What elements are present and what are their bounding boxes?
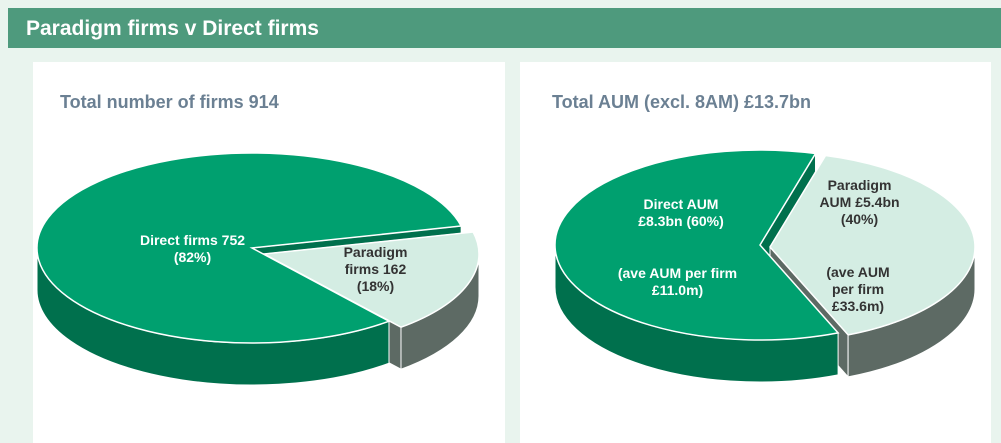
pie-slice	[261, 231, 480, 329]
chart-title: Total AUM (excl. 8AM) £13.7bn	[552, 92, 812, 112]
slice-label: Direct AUM £8.3bn (60%)	[638, 196, 724, 229]
slice-label: (ave AUM per firm £33.6m)	[826, 264, 890, 314]
pie-slice	[554, 149, 840, 341]
slice-label: Direct firms 752 (82%)	[139, 232, 246, 265]
chart-title: Total number of firms 914	[60, 92, 279, 112]
header-title: Paradigm firms v Direct firms	[8, 8, 1001, 48]
slice-label: Paradigm AUM £5.4bn (40%)	[819, 177, 900, 227]
pie-slice	[769, 154, 976, 336]
pie-slice	[36, 152, 463, 344]
slice-label: Paradigm firms 162 (18%)	[343, 244, 408, 294]
slice-label: (ave AUM per firm £11.0m)	[617, 265, 738, 298]
